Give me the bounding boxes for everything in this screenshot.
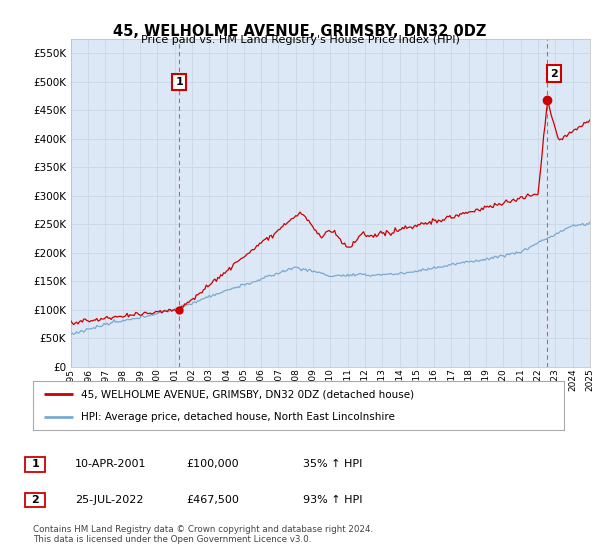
Text: 35% ↑ HPI: 35% ↑ HPI <box>303 459 362 469</box>
Text: 2: 2 <box>31 494 39 505</box>
Text: £100,000: £100,000 <box>186 459 239 469</box>
Text: 1: 1 <box>31 459 39 469</box>
Text: 45, WELHOLME AVENUE, GRIMSBY, DN32 0DZ: 45, WELHOLME AVENUE, GRIMSBY, DN32 0DZ <box>113 24 487 39</box>
Text: Contains HM Land Registry data © Crown copyright and database right 2024.
This d: Contains HM Land Registry data © Crown c… <box>33 525 373 544</box>
Text: 25-JUL-2022: 25-JUL-2022 <box>75 494 143 505</box>
Text: £467,500: £467,500 <box>186 494 239 505</box>
Text: Price paid vs. HM Land Registry's House Price Index (HPI): Price paid vs. HM Land Registry's House … <box>140 35 460 45</box>
Text: HPI: Average price, detached house, North East Lincolnshire: HPI: Average price, detached house, Nort… <box>81 412 395 422</box>
Text: 1: 1 <box>175 77 183 87</box>
Text: 45, WELHOLME AVENUE, GRIMSBY, DN32 0DZ (detached house): 45, WELHOLME AVENUE, GRIMSBY, DN32 0DZ (… <box>81 389 414 399</box>
Text: 93% ↑ HPI: 93% ↑ HPI <box>303 494 362 505</box>
Text: 10-APR-2001: 10-APR-2001 <box>75 459 146 469</box>
Text: 2: 2 <box>550 68 558 78</box>
